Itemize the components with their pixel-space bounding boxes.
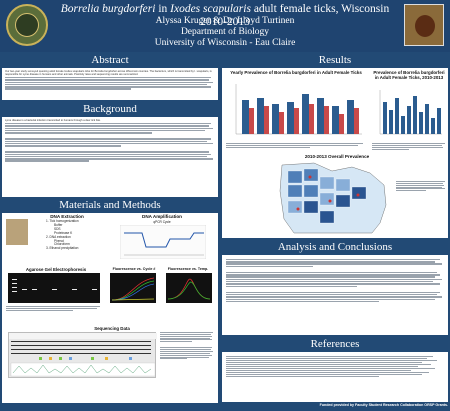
results-panel: Yearly Prevalence of Borrelia burgdorfer… <box>222 68 448 238</box>
county-prevalence-chart <box>379 90 442 135</box>
poster-header: Borrelia burgdorferi in Ixodes scapulari… <box>0 0 450 52</box>
abstract-text: Our two-year study surveyed questing adu… <box>5 70 212 77</box>
gel-title: Agarose Gel Electrophoresis <box>25 267 87 272</box>
fluor-temp-title: Fluorescence vs. Temp. <box>167 267 209 271</box>
abstract-header: Abstract <box>2 54 218 67</box>
wisconsin-prevalence-map <box>279 162 387 234</box>
map-title: 2010-2013 Overall Prevalence <box>304 154 370 159</box>
university: University of Wisconsin - Eau Claire <box>154 38 296 48</box>
county-chart-title: Prevalence of Borrelia burgdorferi in Ad… <box>373 70 445 80</box>
dna-extraction-steps: 1. Tick homogenization Buffer SDS Protei… <box>46 219 79 251</box>
department: Department of Biology <box>180 27 270 37</box>
analysis-header: Analysis and Conclusions <box>222 241 448 254</box>
dna-amplification-title: DNA Amplification <box>142 214 182 219</box>
results-header: Results <box>222 54 448 67</box>
methods-header: Materials and Methods <box>2 199 218 212</box>
references-header: References <box>222 338 448 351</box>
fluorescence-temp-plot <box>166 273 212 303</box>
sequence-alignment-image <box>8 332 157 378</box>
analysis-panel <box>222 255 448 335</box>
yearly-prevalence-chart <box>235 84 362 135</box>
agarose-gel-image <box>8 273 100 303</box>
background-panel: Lyme disease is a bacterial infection tr… <box>2 117 218 197</box>
poster-title: Borrelia burgdorferi in Ixodes scapulari… <box>60 3 390 28</box>
background-header: Background <box>2 103 218 116</box>
tick-photo <box>404 4 444 46</box>
methods-panel: DNA Extraction 1. Tick homogenization Bu… <box>2 213 218 403</box>
tick-specimen-photo <box>6 219 28 245</box>
yearly-chart-title: Yearly Prevalence of Borrelia burgdorfer… <box>230 70 362 75</box>
abstract-panel: Our two-year study surveyed questing adu… <box>2 68 218 100</box>
qpcr-cycle-label: qPCR Cycle <box>153 220 171 224</box>
dna-extraction-title: DNA Extraction <box>50 214 84 219</box>
funding-note: Funded provided by Faculty Student Resea… <box>319 403 448 407</box>
qpcr-cycle-diagram <box>120 225 206 259</box>
references-panel <box>222 352 448 402</box>
fluorescence-cycle-plot <box>110 273 156 303</box>
fluor-cycle-title: Fluorescence vs. Cycle # <box>112 267 156 271</box>
background-text: Lyme disease is a bacterial infection tr… <box>5 119 101 122</box>
university-seal-logo <box>6 4 48 46</box>
authors: Alyssa Kruger & Dr. Lloyd Turtinen <box>155 16 295 26</box>
sequencing-title: Sequencing Data <box>94 326 130 331</box>
